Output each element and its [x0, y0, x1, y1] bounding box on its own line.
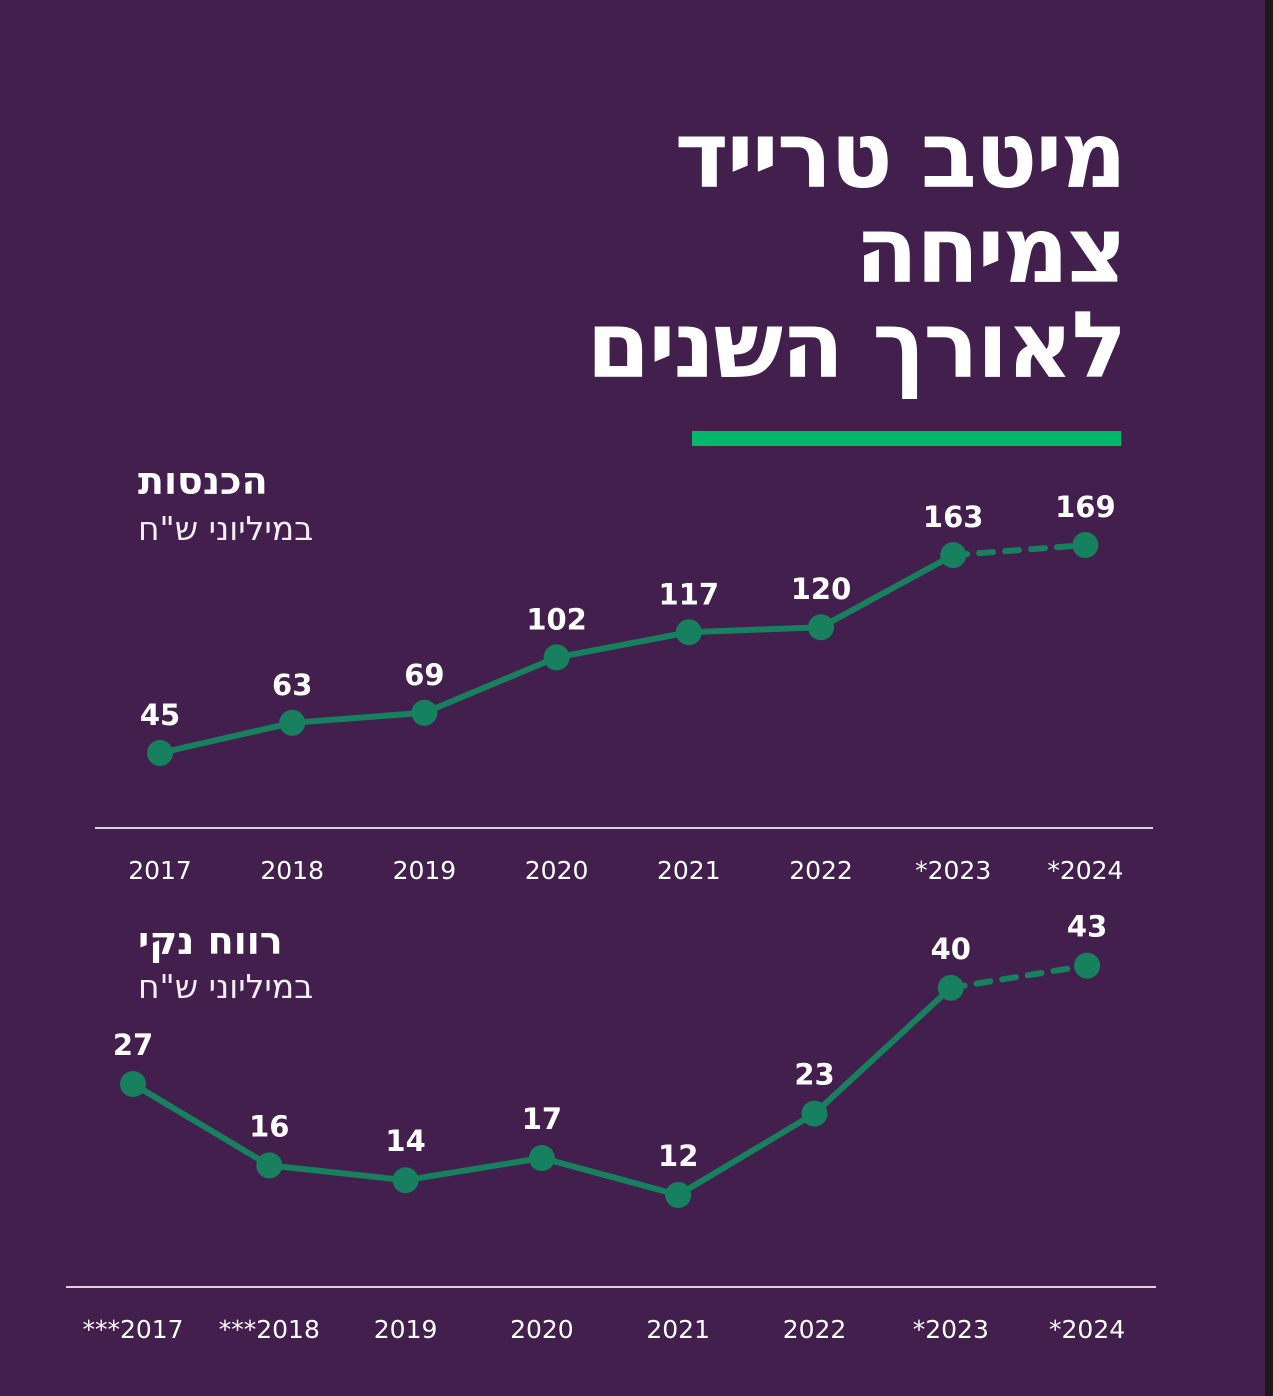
revenue-x-tick-label-2017: 2017	[128, 856, 192, 885]
profit-chart-subtitle: במיליוני ש"ח	[138, 967, 314, 1006]
revenue-point-2021	[675, 619, 702, 646]
revenue-value-label-2019: 69	[404, 658, 444, 692]
profit-value-label-2021: 12	[658, 1139, 698, 1173]
revenue-x-tick-label-2018: 2018	[260, 856, 324, 885]
profit-line-segment-2018***-2019	[266, 1162, 409, 1184]
profit-x-tick-label-2021: 2021	[646, 1315, 710, 1344]
revenue-point-2022	[808, 614, 834, 641]
profit-line-segment-2017***-2018***	[130, 1081, 273, 1169]
revenue-x-tick-label-2021: 2021	[657, 856, 721, 885]
profit-line-segment-2023*-2024*	[947, 962, 1091, 991]
profit-point-2017***	[120, 1071, 146, 1097]
revenue-value-label-2021: 117	[659, 577, 720, 611]
profit-x-tick-label-2022: 2022	[783, 1315, 847, 1344]
profit-x-tick-label-2017***: 2017***	[82, 1315, 183, 1344]
revenue-point-2020	[543, 644, 570, 671]
revenue-x-tick-label-2020: 2020	[525, 856, 589, 885]
profit-value-label-2024*: 43	[1067, 910, 1107, 944]
title-line-1: מיטב טרייד	[674, 102, 1127, 209]
revenue-point-2024*	[1072, 532, 1099, 559]
profit-point-2021	[665, 1182, 692, 1208]
profit-x-tick-label-2019: 2019	[374, 1315, 438, 1344]
revenue-value-label-2018: 63	[272, 668, 312, 702]
profit-line-segment-2020-2021	[538, 1155, 682, 1198]
profit-point-2022	[801, 1100, 828, 1127]
profit-x-tick-label-2023*: 2023*	[913, 1315, 989, 1344]
revenue-line-segment-2021-2022	[685, 624, 824, 636]
profit-value-label-2020: 17	[522, 1102, 562, 1136]
profit-value-label-2019: 14	[385, 1124, 425, 1158]
revenue-line-segment-2022-2023*	[818, 552, 957, 631]
profit-point-2024*	[1074, 952, 1101, 979]
revenue-value-label-2023*: 163	[923, 500, 984, 534]
revenue-point-2018	[279, 709, 306, 736]
revenue-x-tick-label-2023*: 2023*	[915, 856, 991, 885]
revenue-value-label-2024*: 169	[1055, 490, 1116, 524]
profit-line-segment-2021-2022	[675, 1110, 818, 1198]
revenue-point-2017	[147, 740, 173, 766]
revenue-value-label-2022: 120	[791, 572, 852, 606]
profit-x-tick-label-2024*: 2024*	[1049, 1315, 1125, 1344]
revenue-value-label-2017: 45	[140, 698, 180, 732]
profit-value-label-2018***: 16	[249, 1109, 289, 1143]
profit-point-2018***	[256, 1152, 283, 1179]
revenue-value-label-2020: 102	[526, 602, 587, 636]
profit-point-2023*	[937, 974, 964, 1001]
revenue-point-2023*	[940, 542, 967, 569]
title-accent-bar	[692, 431, 1121, 446]
profit-x-tick-label-2018***: 2018***	[219, 1315, 320, 1344]
revenue-x-tick-label-2022: 2022	[789, 856, 853, 885]
revenue-chart-title: הכנסות	[138, 459, 268, 503]
revenue-line-segment-2023*-2024*	[950, 542, 1089, 559]
profit-point-2020	[528, 1145, 555, 1171]
profit-x-tick-label-2020: 2020	[510, 1315, 574, 1344]
revenue-line-segment-2018-2019	[289, 709, 428, 726]
profit-point-2019	[392, 1167, 419, 1194]
profit-chart-title: רווח נקי	[138, 919, 283, 963]
title-line-3: לאורך השנים	[586, 292, 1127, 399]
revenue-chart-subtitle: במיליוני ש"ח	[138, 509, 314, 548]
profit-line-segment-2019-2020	[402, 1155, 545, 1184]
revenue-point-2019	[411, 699, 438, 726]
revenue-x-tick-label-2019: 2019	[393, 856, 457, 885]
revenue-line-segment-2020-2021	[553, 629, 692, 661]
profit-value-label-2023*: 40	[931, 932, 971, 966]
title-line-2: צמיחה	[854, 197, 1127, 304]
profit-value-label-2017***: 27	[113, 1028, 153, 1062]
revenue-x-tick-label-2024*: 2024*	[1047, 856, 1123, 885]
revenue-line-segment-2017-2018	[157, 719, 296, 756]
profit-line-segment-2022-2023*	[811, 984, 954, 1117]
profit-value-label-2022: 23	[794, 1058, 834, 1092]
revenue-line-segment-2019-2020	[421, 654, 560, 716]
